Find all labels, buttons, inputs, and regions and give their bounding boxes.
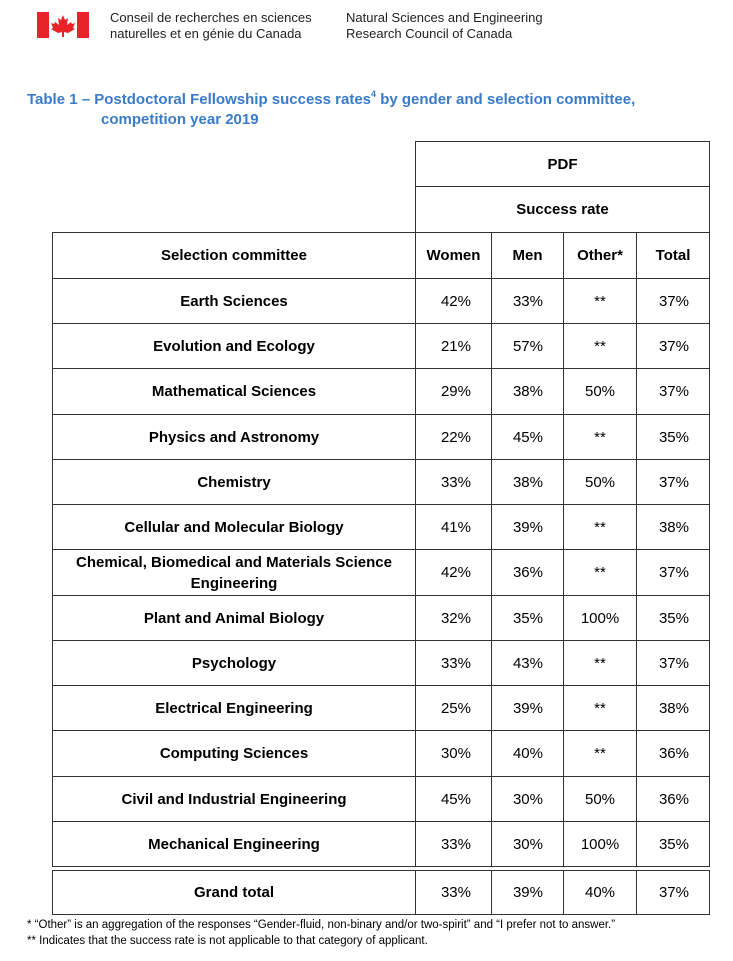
rate-cell: 36%	[636, 776, 710, 822]
rate-cell: 33%	[415, 821, 492, 867]
rate-cell: 22%	[415, 414, 492, 460]
total-cell: 33%	[415, 870, 492, 915]
rate-cell: 57%	[491, 323, 564, 369]
rate-cell: 30%	[491, 776, 564, 822]
footnote: * “Other” is an aggregation of the respo…	[27, 919, 616, 931]
committee-cell: Earth Sciences	[52, 278, 416, 324]
footnotes: * “Other” is an aggregation of the respo…	[27, 917, 615, 949]
rate-cell: 35%	[636, 595, 710, 641]
rate-cell: 33%	[415, 640, 492, 686]
title-text: Table 1 – Postdoctoral Fellowship succes…	[27, 91, 372, 108]
rate-cell: 35%	[636, 414, 710, 460]
committee-cell: Mechanical Engineering	[52, 821, 416, 867]
org-line: Research Council of Canada	[346, 26, 513, 41]
rate-cell: 43%	[491, 640, 564, 686]
rate-cell: 38%	[491, 459, 564, 505]
rate-cell: 37%	[636, 459, 710, 505]
rate-cell: **	[563, 414, 637, 460]
rate-cell: 50%	[563, 776, 637, 822]
org-english: Natural Sciences and Engineering Researc…	[346, 10, 543, 42]
rate-cell: 41%	[415, 504, 492, 550]
committee-cell: Psychology	[52, 640, 416, 686]
rate-cell: 38%	[636, 685, 710, 731]
rate-cell: 39%	[491, 685, 564, 731]
title-footnote-ref: 4	[371, 89, 377, 99]
rate-cell: 35%	[636, 821, 710, 867]
rate-cell: 33%	[491, 278, 564, 324]
column-header: Other*	[563, 232, 637, 279]
table-title: Table 1 – Postdoctoral Fellowship succes…	[27, 90, 727, 130]
rate-cell: 50%	[563, 368, 637, 415]
rate-cell: **	[563, 730, 637, 777]
column-header: Total	[636, 232, 710, 279]
rate-cell: 37%	[636, 368, 710, 415]
rate-cell: 37%	[636, 549, 710, 596]
title-text: competition year 2019	[101, 111, 259, 128]
committee-cell: Civil and Industrial Engineering	[52, 776, 416, 822]
subheader: Success rate	[415, 186, 710, 233]
rate-cell: 33%	[415, 459, 492, 505]
committee-cell: Electrical Engineering	[52, 685, 416, 731]
total-cell: 40%	[563, 870, 637, 915]
rate-cell: 36%	[636, 730, 710, 777]
column-header: Men	[491, 232, 564, 279]
rate-cell: 50%	[563, 459, 637, 505]
rate-cell: 39%	[491, 504, 564, 550]
org-line: Natural Sciences and Engineering	[346, 10, 543, 25]
rate-cell: 32%	[415, 595, 492, 641]
rate-cell: 37%	[636, 278, 710, 324]
committee-cell: Plant and Animal Biology	[52, 595, 416, 641]
column-header: Women	[415, 232, 492, 279]
committee-cell: Mathematical Sciences	[52, 368, 416, 415]
committee-cell: Computing Sciences	[52, 730, 416, 777]
org-french: Conseil de recherches en sciences nature…	[110, 10, 312, 42]
committee-cell: Evolution and Ecology	[52, 323, 416, 369]
canada-flag	[37, 12, 89, 38]
rate-cell: 42%	[415, 278, 492, 324]
rate-cell: **	[563, 278, 637, 324]
total-label: Grand total	[52, 870, 416, 915]
group-header: PDF	[415, 141, 710, 187]
rate-cell: 40%	[491, 730, 564, 777]
rate-cell: **	[563, 549, 637, 596]
footnote: ** Indicates that the success rate is no…	[27, 935, 428, 947]
rate-cell: **	[563, 685, 637, 731]
rate-cell: 30%	[491, 821, 564, 867]
rate-cell: **	[563, 323, 637, 369]
rate-cell: 45%	[415, 776, 492, 822]
rate-cell: 25%	[415, 685, 492, 731]
org-line: naturelles et en génie du Canada	[110, 26, 302, 41]
committee-cell: Chemistry	[52, 459, 416, 505]
rate-cell: 42%	[415, 549, 492, 596]
rate-cell: 36%	[491, 549, 564, 596]
org-line: Conseil de recherches en sciences	[110, 10, 312, 25]
rate-cell: 30%	[415, 730, 492, 777]
committee-cell: Chemical, Biomedical and Materials Scien…	[52, 549, 416, 596]
total-cell: 37%	[636, 870, 710, 915]
rate-cell: 38%	[491, 368, 564, 415]
rate-cell: **	[563, 640, 637, 686]
rate-cell: 37%	[636, 323, 710, 369]
rate-cell: 21%	[415, 323, 492, 369]
rate-cell: 37%	[636, 640, 710, 686]
committee-cell: Physics and Astronomy	[52, 414, 416, 460]
rate-cell: 29%	[415, 368, 492, 415]
column-header: Selection committee	[52, 232, 416, 279]
rate-cell: 100%	[563, 595, 637, 641]
total-cell: 39%	[491, 870, 564, 915]
title-text: by gender and selection committee,	[376, 91, 636, 108]
rate-cell: 38%	[636, 504, 710, 550]
rate-cell: 35%	[491, 595, 564, 641]
rate-cell: 100%	[563, 821, 637, 867]
committee-cell: Cellular and Molecular Biology	[52, 504, 416, 550]
rate-cell: 45%	[491, 414, 564, 460]
rate-cell: **	[563, 504, 637, 550]
